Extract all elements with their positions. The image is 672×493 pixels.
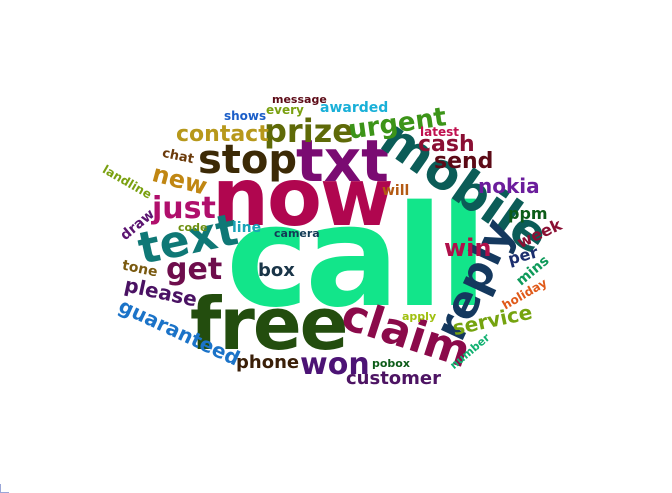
word-latest: latest <box>420 125 459 139</box>
word-prize: prize <box>264 112 354 150</box>
word-message: message <box>272 93 327 106</box>
word-win: win <box>444 234 492 262</box>
word-get: get <box>166 252 223 287</box>
word-call: call <box>226 176 487 339</box>
word-box: box <box>258 260 295 281</box>
word-customer: customer <box>346 368 442 389</box>
word-awarded: awarded <box>320 100 389 116</box>
word-pobox: pobox <box>372 357 410 370</box>
word-line: line <box>232 220 262 236</box>
word-will: will <box>382 183 410 199</box>
word-landline: landline <box>100 162 155 202</box>
word-shows: shows <box>224 109 267 123</box>
word-nokia: nokia <box>478 174 540 198</box>
word-just: just <box>152 191 216 226</box>
word-stop: stop <box>198 137 298 183</box>
word-now: now <box>212 151 394 244</box>
word-cash: cash <box>418 132 475 157</box>
word-apply: apply <box>402 310 437 323</box>
word-every: every <box>266 103 304 117</box>
word-phone: phone <box>236 352 300 373</box>
word-contact: contact <box>176 122 269 147</box>
word-camera: camera <box>274 227 320 240</box>
word-free: free <box>190 282 348 366</box>
word-send: send <box>434 149 494 174</box>
word-txt: txt <box>296 127 389 195</box>
word-ppm: ppm <box>508 204 548 223</box>
corner-mark <box>0 484 9 493</box>
word-code: code <box>178 221 208 234</box>
word-won: won <box>300 347 370 382</box>
